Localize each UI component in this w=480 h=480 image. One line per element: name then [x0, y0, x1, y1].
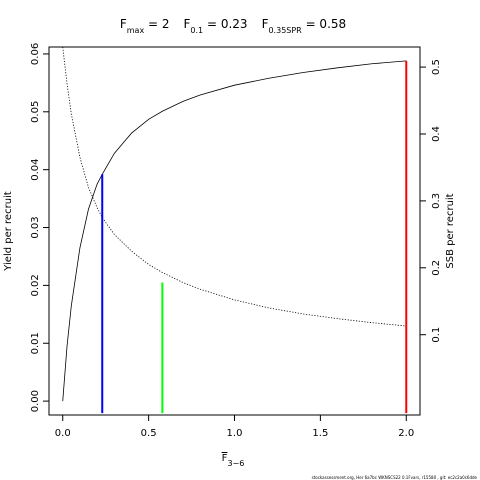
y-right-tick-label: 0.4: [431, 126, 442, 142]
y-left-tick-label: 0.01: [30, 332, 41, 354]
x-tick-label: 0.5: [141, 428, 157, 439]
reference-lines: [101, 60, 408, 414]
y-left-tick-label: 0.03: [30, 216, 41, 238]
y-left-tick-label: 0.02: [30, 274, 41, 296]
plot-frame: [48, 46, 421, 416]
yield-per-recruit-line: [62, 60, 407, 402]
y-axis-left-label: Yield per recruit: [3, 191, 14, 272]
axes: 0.0 0.5 1.0 1.5 2.0 0.00 0.01 0.02 0.03 0.04 0.05 0…: [30, 43, 442, 439]
y-right-tick-label: 0.1: [431, 327, 442, 343]
footer-note: stockassessment.org, Her 6a7bc WKNSCS22 …: [312, 475, 478, 480]
x-tick-label: 1.0: [227, 428, 243, 439]
y-left-tick-label: 0.00: [30, 390, 41, 412]
x-tick-label: 2.0: [398, 428, 414, 439]
y-axis-right-label: SSB per recruit: [445, 193, 456, 268]
x-axis-label: F3−6: [222, 453, 245, 468]
y-right-tick-label: 0.2: [431, 260, 442, 276]
y-left-tick-label: 0.05: [30, 101, 41, 123]
series-layer: [62, 46, 407, 402]
ssb-per-recruit-line: [62, 46, 407, 327]
y-left-tick-label: 0.04: [30, 159, 41, 181]
x-tick-label: 1.5: [312, 428, 328, 439]
x-tick-label: 0.0: [55, 428, 71, 439]
y-right-tick-label: 0.3: [431, 193, 442, 209]
chart-title: Fmax = 2 F0.1 = 0.23 F0.35SPR = 0.58: [120, 17, 346, 35]
y-left-tick-label: 0.06: [30, 43, 41, 65]
y-right-tick-label: 0.5: [431, 59, 442, 75]
